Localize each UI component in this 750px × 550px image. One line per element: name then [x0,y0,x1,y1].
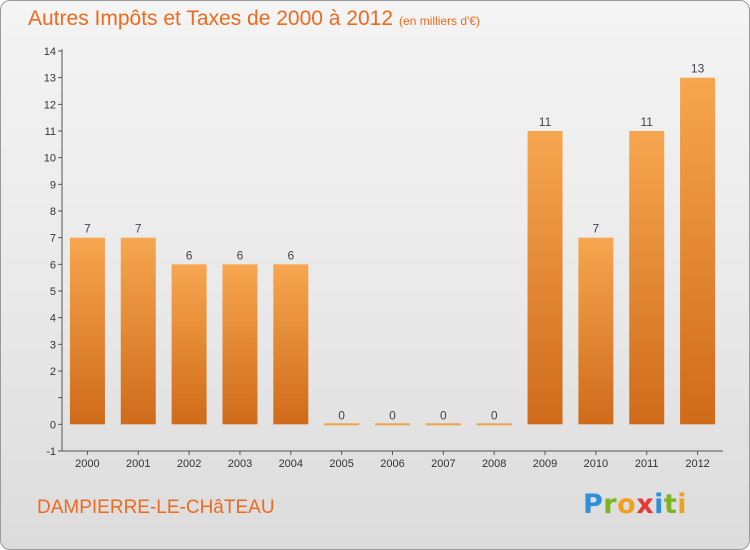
y-tick-label: 5 [50,286,56,298]
logo-letter: P [583,489,604,520]
bar [273,264,309,425]
y-tick-label: 10 [44,153,56,165]
bar [476,423,512,426]
data-label: 0 [491,408,498,422]
chart-title-text: Autres Impôts et Taxes de 2000 à 2012 [28,7,394,30]
x-tick-label: 2012 [685,458,709,470]
chart-title: Autres Impôts et Taxes de 2000 à 2012 (en… [28,7,480,31]
data-label: 11 [640,115,653,129]
data-label: 11 [539,115,552,129]
bar [120,237,156,425]
bar [324,423,360,426]
y-tick-label: 6 [50,259,56,271]
logo-letter: i [654,489,664,520]
logo-letter: o [617,489,637,520]
y-tick-label: 2 [50,366,56,378]
y-tick-label: 14 [44,46,56,58]
town-name: DAMPIERRE-LE-CHâTEAU [37,497,275,518]
data-label: 7 [84,222,91,236]
bar [680,77,716,425]
y-tick-label: 12 [44,99,56,111]
data-label: 7 [593,222,600,236]
x-tick-label: 2007 [431,458,455,470]
x-tick-label: 2008 [482,458,506,470]
bar [629,131,665,425]
x-tick-label: 2003 [228,458,252,470]
y-tick-label: 9 [50,179,56,191]
data-label: 6 [237,248,244,262]
logo-letter: i [677,489,688,520]
chart-subtitle: (en milliers d'€) [399,14,481,28]
x-tick-label: 2000 [75,458,99,470]
bar [171,264,207,425]
proxiti-logo: Proxiti [583,489,687,520]
logo-letter: t [663,489,678,520]
bar [69,237,105,425]
data-label: 7 [135,222,142,236]
data-label: 0 [338,408,345,422]
logo-letter: r [603,489,618,520]
x-tick-label: 2001 [126,458,150,470]
data-label: 0 [440,408,447,422]
y-tick-label: 13 [44,73,56,85]
data-label: 6 [287,248,294,262]
data-label: 6 [186,248,193,262]
bar [222,264,258,425]
bar [578,237,614,425]
y-tick-label: 7 [50,233,56,245]
data-label: 0 [389,408,396,422]
bar [527,131,563,425]
y-tick-label: 11 [45,126,56,138]
x-tick-label: 2004 [279,458,303,470]
y-tick-label: 4 [50,313,56,325]
y-tick-label: -1 [46,446,56,458]
y-tick-label: 0 [50,419,56,431]
x-tick-label: 2010 [584,458,608,470]
y-tick-label: 3 [50,339,56,351]
bar [425,423,461,426]
x-tick-label: 2011 [635,458,659,470]
x-tick-label: 2006 [380,458,404,470]
logo-letter: x [636,489,655,520]
x-tick-label: 2005 [329,458,353,470]
x-tick-label: 2002 [177,458,201,470]
data-label: 13 [691,62,705,76]
bar [375,423,410,426]
y-tick-label: 8 [50,206,56,218]
x-tick-label: 2009 [533,458,557,470]
